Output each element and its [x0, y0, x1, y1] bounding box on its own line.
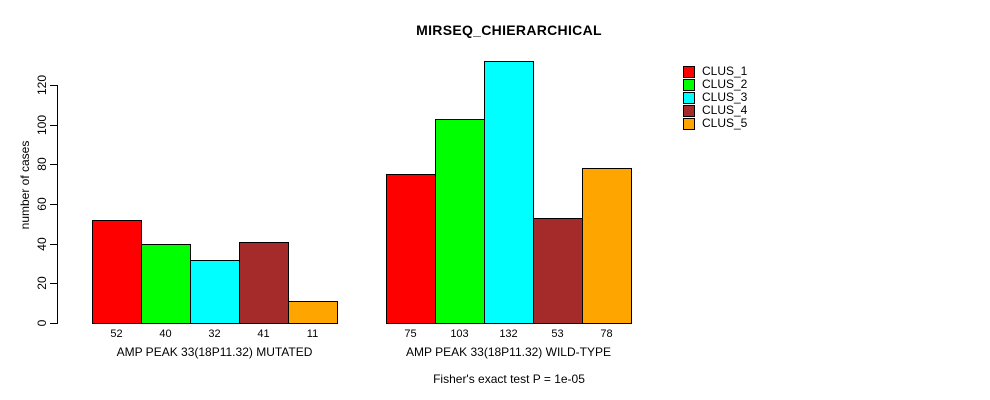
bar-value-label: 32: [208, 328, 221, 340]
y-tick: [50, 323, 57, 324]
bar-value-label: 40: [159, 328, 172, 340]
y-tick: [50, 283, 57, 285]
y-tick-label: 80: [35, 157, 49, 172]
bar-value-label: 52: [110, 328, 123, 340]
bar-clus_4: [533, 217, 583, 324]
y-tick-label: 120: [35, 74, 49, 96]
y-tick-label: 40: [35, 236, 49, 251]
legend-swatch-clus_2: [683, 79, 695, 91]
bar-value-label: 132: [499, 328, 518, 340]
y-tick-label: 100: [35, 114, 49, 135]
legend-label-clus_5: CLUS_5: [702, 116, 748, 130]
legend-label-clus_4: CLUS_4: [702, 103, 748, 117]
fisher-test-annotation: Fisher's exact test P = 1e-05: [433, 372, 585, 386]
chart-title: MIRSEQ_CHIERARCHICAL: [416, 22, 602, 38]
legend-swatch-clus_5: [683, 118, 695, 130]
bar-value-label: 11: [306, 328, 319, 340]
bar-clus_2: [435, 118, 485, 324]
legend-swatch-clus_3: [683, 92, 695, 104]
bar-clus_4: [239, 241, 289, 324]
group-label: AMP PEAK 33(18P11.32) WILD-TYPE: [406, 345, 611, 359]
y-tick: [50, 243, 57, 245]
bar-value-label: 41: [257, 328, 270, 340]
bar-clus_5: [288, 301, 338, 324]
bar-clus_1: [386, 174, 436, 324]
bar-value-label: 78: [600, 328, 613, 340]
y-tick: [50, 204, 57, 205]
bar-value-label: 53: [551, 328, 564, 340]
y-axis-title: number of cases: [18, 140, 32, 230]
legend-swatch-clus_4: [683, 105, 695, 117]
y-axis-line: [57, 85, 58, 324]
y-tick-label: 20: [35, 276, 49, 291]
y-tick: [50, 85, 57, 86]
legend-label-clus_2: CLUS_2: [702, 77, 748, 91]
bar-clus_3: [190, 259, 240, 324]
legend-swatch-clus_1: [683, 66, 695, 78]
bar-clus_5: [582, 168, 632, 324]
y-tick: [50, 124, 57, 126]
legend-label-clus_1: CLUS_1: [702, 64, 748, 78]
bar-value-label: 75: [404, 328, 417, 340]
y-tick: [50, 164, 57, 166]
bar-clus_2: [141, 243, 191, 324]
bar-clus_3: [484, 61, 534, 324]
bar-clus_1: [92, 219, 142, 324]
legend-label-clus_3: CLUS_3: [702, 90, 748, 104]
y-tick-label: 0: [35, 319, 49, 327]
group-label: AMP PEAK 33(18P11.32) MUTATED: [116, 345, 313, 359]
y-tick-label: 60: [35, 197, 49, 211]
bar-value-label: 103: [450, 328, 469, 340]
